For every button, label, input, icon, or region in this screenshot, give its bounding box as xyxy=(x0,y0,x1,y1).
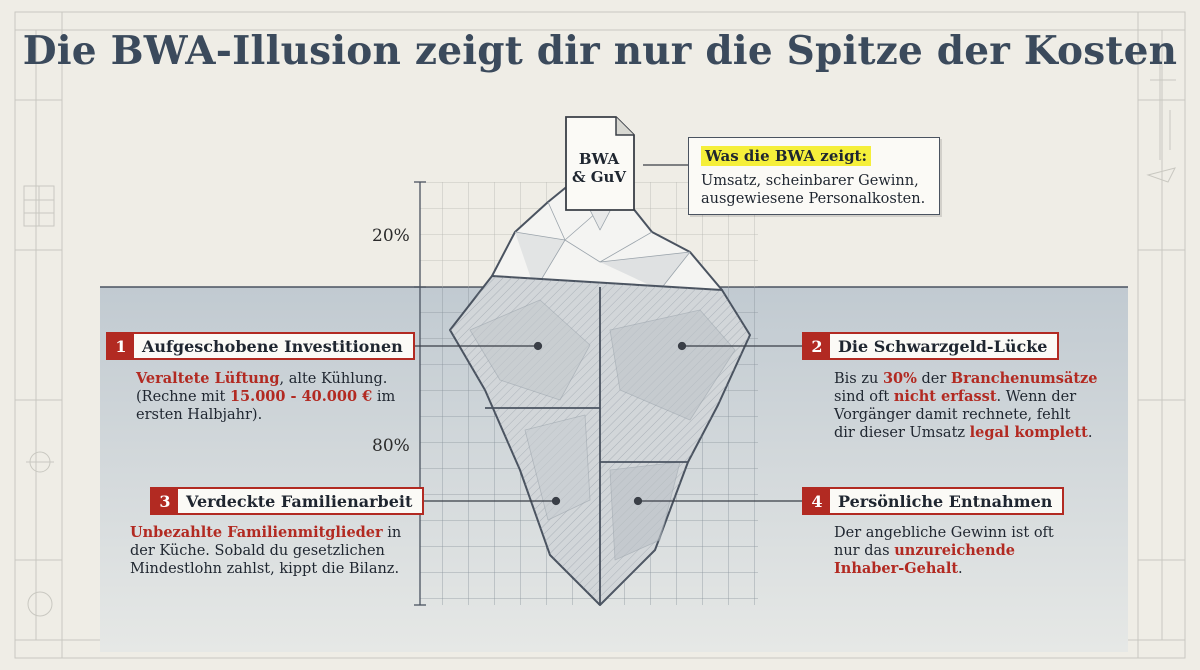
description-line: Unbezahlte Familienmitglieder in xyxy=(130,524,430,542)
description-text: dir dieser Umsatz xyxy=(834,425,970,441)
document-label-line2: & GuV xyxy=(571,168,627,186)
description-line: der Küche. Sobald du gesetzlichen xyxy=(130,542,430,560)
item-3-description: Unbezahlte Familienmitglieder in der Küch… xyxy=(130,524,430,578)
info-box-body: Umsatz, scheinbarer Gewinn, ausgewiesene… xyxy=(701,172,927,208)
description-text: nur das xyxy=(834,543,895,559)
description-line: Inhaber-Gehalt. xyxy=(834,560,1114,578)
connectors xyxy=(392,164,802,506)
description-text: im xyxy=(372,389,396,405)
document-label-line1: BWA xyxy=(578,150,620,168)
item-2-badge: 2 Die Schwarzgeld-Lücke xyxy=(802,332,1060,360)
description-line: Mindestlohn zahlst, kippt die Bilanz. xyxy=(130,560,430,578)
description-text: . xyxy=(958,561,963,577)
item-4-badge: 4 Persönliche Entnahmen xyxy=(802,487,1065,515)
item-4-number: 4 xyxy=(804,489,830,513)
description-text: Der angebliche Gewinn ist oft xyxy=(834,525,1054,541)
description-line: Bis zu 30% der Branchenumsätze xyxy=(834,370,1124,388)
iceberg-body xyxy=(449,275,751,606)
description-line: Veraltete Lüftung, alte Kühlung. xyxy=(136,370,406,388)
highlighted-text: legal komplett xyxy=(969,424,1088,441)
info-box-line1: Umsatz, scheinbarer Gewinn, xyxy=(701,173,919,189)
info-box: Was die BWA zeigt: Umsatz, scheinbarer G… xyxy=(688,137,940,215)
item-2-number: 2 xyxy=(804,334,830,358)
item-2-description: Bis zu 30% der Branchenumsätze sind oft n… xyxy=(834,370,1124,442)
scale-label-top: 20% xyxy=(372,226,410,246)
description-line: ersten Halbjahr). xyxy=(136,406,406,424)
description-line: sind oft nicht erfasst. Wenn der xyxy=(834,388,1124,406)
description-line: dir dieser Umsatz legal komplett. xyxy=(834,424,1124,442)
item-1-badge: 1 Aufgeschobene Investitionen xyxy=(106,332,415,360)
description-text: sind oft xyxy=(834,389,894,405)
item-2-label: Die Schwarzgeld-Lücke xyxy=(838,336,1048,356)
description-text: Bis zu xyxy=(834,371,883,387)
scale-ruler xyxy=(414,181,426,606)
item-3-badge: 3 Verdeckte Familienarbeit xyxy=(150,487,425,515)
scale-label-bottom: 80% xyxy=(372,436,410,456)
description-text: in xyxy=(382,525,402,541)
item-1-description: Veraltete Lüftung, alte Kühlung. (Rechne … xyxy=(136,370,406,424)
description-text: (Rechne mit xyxy=(136,389,230,405)
highlighted-text: 30% xyxy=(882,370,917,387)
description-text: . xyxy=(1087,425,1093,441)
item-1-number: 1 xyxy=(108,334,134,358)
highlighted-text: unzureichende xyxy=(894,542,1015,559)
document-icon xyxy=(565,116,635,211)
highlighted-text: nicht erfasst xyxy=(893,388,997,405)
description-text: ersten Halbjahr). xyxy=(136,407,263,423)
item-3-label: Verdeckte Familienarbeit xyxy=(186,491,413,511)
item-3-number: 3 xyxy=(152,489,178,513)
description-line: Vorgänger damit rechnete, fehlt xyxy=(834,406,1124,424)
description-line: (Rechne mit 15.000 - 40.000 € im xyxy=(136,388,406,406)
highlighted-text: Unbezahlte Familienmitglieder xyxy=(130,524,383,541)
description-text: , alte Kühlung. xyxy=(279,371,388,387)
description-line: nur das unzureichende xyxy=(834,542,1114,560)
highlighted-text: Inhaber-Gehalt xyxy=(834,560,959,577)
highlighted-text: Branchenumsätze xyxy=(950,370,1098,387)
item-1-label: Aufgeschobene Investitionen xyxy=(142,336,403,356)
description-line: Der angebliche Gewinn ist oft xyxy=(834,524,1114,542)
highlighted-text: Veraltete Lüftung xyxy=(136,370,280,387)
description-text: . Wenn der xyxy=(996,389,1077,405)
info-box-line2: ausgewiesene Personalkosten. xyxy=(701,191,926,207)
description-text: der Küche. Sobald du gesetzlichen xyxy=(130,543,385,559)
item-4-description: Der angebliche Gewinn ist oft nur das unz… xyxy=(834,524,1114,578)
description-text: Vorgänger damit rechnete, fehlt xyxy=(834,407,1071,423)
page-title: Die BWA-Illusion zeigt dir nur die Spitz… xyxy=(22,28,1178,74)
document-label: BWA & GuV xyxy=(566,150,632,186)
info-box-title: Was die BWA zeigt: xyxy=(701,146,872,166)
highlighted-text: 15.000 - 40.000 € xyxy=(229,388,373,405)
description-text: der xyxy=(916,371,951,387)
item-4-label: Persönliche Entnahmen xyxy=(838,491,1053,511)
description-text: Mindestlohn zahlst, kippt die Bilanz. xyxy=(130,561,400,577)
